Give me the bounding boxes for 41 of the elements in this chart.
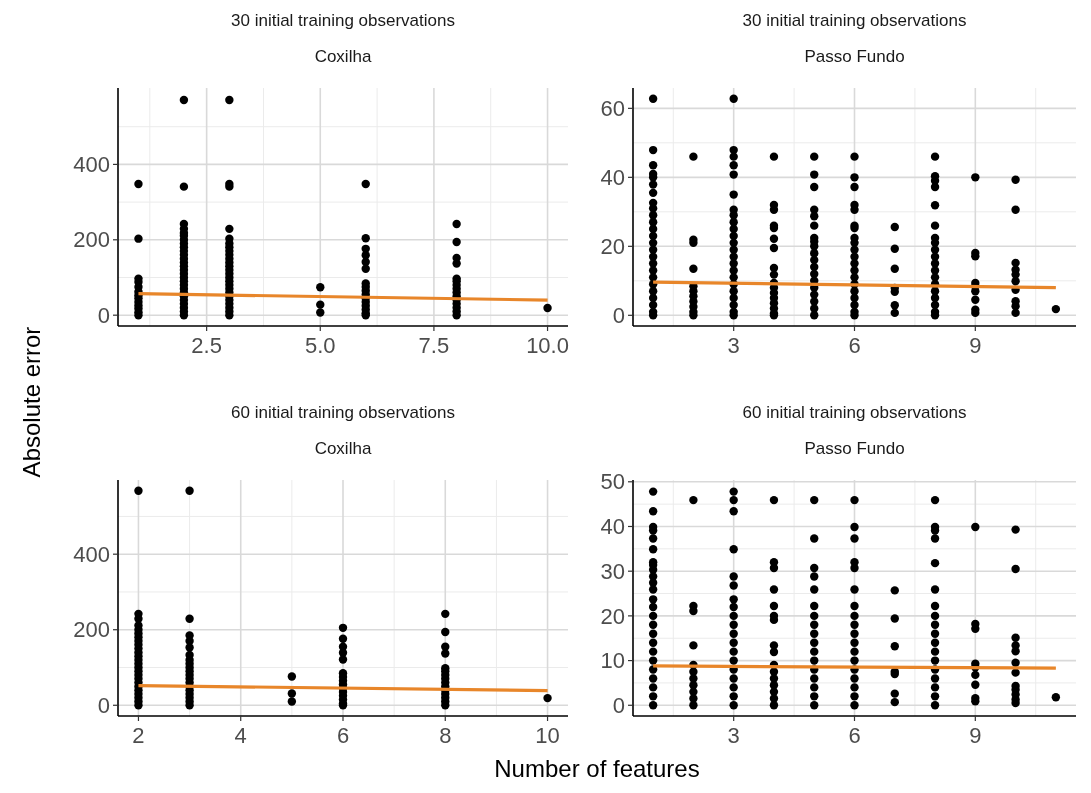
x-axis-title: Number of features xyxy=(494,755,700,782)
y-tick-label: 200 xyxy=(73,617,110,643)
x-tick-label: 2 xyxy=(132,723,145,748)
y-tick-label: 400 xyxy=(73,152,110,178)
chart-subtitle: Coxilha xyxy=(314,47,372,66)
x-tick-label: 10 xyxy=(535,723,560,748)
chart-subtitle: Passo Fundo xyxy=(804,47,905,66)
y-tick-label: 50 xyxy=(600,469,625,495)
chart-title: 60 initial training observations xyxy=(742,403,967,422)
x-tick-label: 3 xyxy=(727,333,740,358)
y-tick-label: 40 xyxy=(600,165,625,191)
y-tick-label: 20 xyxy=(600,234,625,260)
y-tick-label: 10 xyxy=(600,648,625,674)
y-tick-label: 30 xyxy=(600,558,625,584)
chart-subtitle: Coxilha xyxy=(314,439,372,458)
x-tick-label: 5.0 xyxy=(304,333,336,358)
x-tick-label: 7.5 xyxy=(418,333,450,358)
x-tick-label: 3 xyxy=(727,723,740,748)
y-tick-label: 60 xyxy=(600,96,625,122)
y-tick-label: 0 xyxy=(97,692,110,718)
y-tick-label: 400 xyxy=(73,541,110,567)
x-tick-label: 4 xyxy=(234,723,247,748)
y-tick-label: 0 xyxy=(612,692,625,718)
x-tick-label: 6 xyxy=(848,723,861,748)
chart-title: 60 initial training observations xyxy=(231,403,455,422)
y-tick-label: 40 xyxy=(600,514,625,540)
y-tick-label: 0 xyxy=(612,303,625,329)
chart-title: 30 initial training observations xyxy=(231,11,455,30)
x-tick-label: 6 xyxy=(336,723,350,748)
x-tick-label: 9 xyxy=(969,723,982,748)
y-tick-label: 20 xyxy=(600,603,625,629)
x-tick-label: 6 xyxy=(848,333,861,358)
x-tick-label: 10.0 xyxy=(526,333,569,358)
chart-subtitle: Passo Fundo xyxy=(804,439,905,458)
x-tick-label: 2.5 xyxy=(191,333,222,358)
chart-title: 30 initial training observations xyxy=(742,11,967,30)
x-tick-label: 8 xyxy=(439,723,452,748)
y-tick-label: 200 xyxy=(73,227,110,253)
y-axis-title: Absolute error xyxy=(18,326,45,478)
x-tick-label: 9 xyxy=(969,333,982,358)
y-tick-label: 0 xyxy=(97,302,110,328)
